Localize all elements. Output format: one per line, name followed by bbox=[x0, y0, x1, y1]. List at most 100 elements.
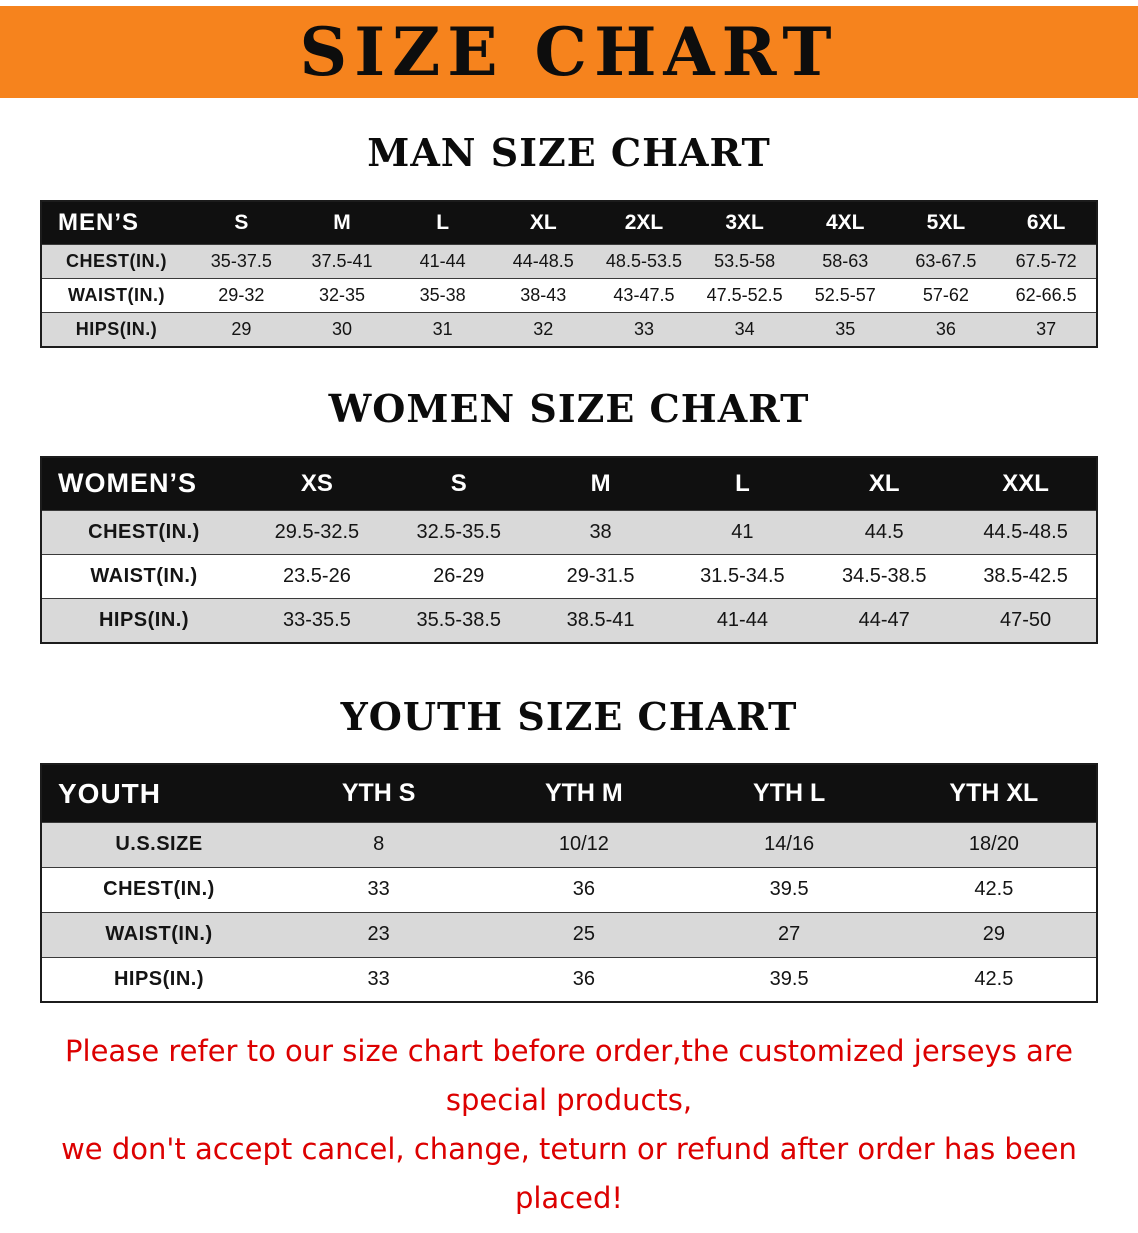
measurement-row: CHEST(IN.) 33 36 39.5 42.5 bbox=[41, 866, 1097, 913]
row-label: HIPS(IN.) bbox=[41, 598, 246, 643]
size-column-header: 6XL bbox=[996, 200, 1097, 245]
size-value-cell: 53.5-58 bbox=[694, 244, 795, 279]
size-value-cell: 32.5-35.5 bbox=[387, 510, 530, 555]
row-label: U.S.SIZE bbox=[41, 821, 276, 868]
man-size-table: MEN’S S M L XL 2XL 3XL 4XL 5XL 6XL CHEST(IN.) 35-37… bbox=[40, 199, 1098, 348]
size-column-header: L bbox=[392, 200, 493, 245]
size-value-cell: 29-31.5 bbox=[529, 554, 672, 599]
size-column-header: M bbox=[529, 456, 672, 511]
size-column-header: YTH L bbox=[686, 764, 892, 823]
row-label: WAIST(IN.) bbox=[41, 278, 191, 313]
size-value-cell: 44-48.5 bbox=[492, 244, 594, 279]
size-column-header: 2XL bbox=[593, 200, 695, 245]
row-label: HIPS(IN.) bbox=[41, 956, 276, 1003]
size-value-cell: 39.5 bbox=[686, 956, 892, 1003]
row-label: WAIST(IN.) bbox=[41, 911, 276, 958]
size-value-cell: 39.5 bbox=[686, 866, 892, 913]
size-value-cell: 37 bbox=[996, 312, 1097, 347]
size-column-header: S bbox=[387, 456, 530, 511]
size-value-cell: 36 bbox=[481, 866, 687, 913]
size-value-cell: 43-47.5 bbox=[593, 278, 695, 313]
measurement-row: HIPS(IN.) 33-35.5 35.5-38.5 38.5-41 41-44 44-… bbox=[41, 598, 1097, 643]
size-value-cell: 38 bbox=[529, 510, 672, 555]
size-value-cell: 52.5-57 bbox=[794, 278, 896, 313]
size-value-cell: 26-29 bbox=[387, 554, 530, 599]
women-size-chart-section: WOMEN SIZE CHART WOMEN’S XS S M L XL XXL CHEST(… bbox=[0, 385, 1138, 644]
man-size-chart-heading: MAN SIZE CHART bbox=[367, 130, 771, 175]
table-header-row: YOUTH YTH S YTH M YTH L YTH XL bbox=[41, 764, 1097, 823]
size-value-cell: 36 bbox=[895, 312, 997, 347]
size-value-cell: 10/12 bbox=[481, 821, 687, 868]
size-column-header: YTH M bbox=[481, 764, 687, 823]
size-value-cell: 25 bbox=[481, 911, 687, 958]
man-size-chart-section: MAN SIZE CHART MEN’S S M L XL 2XL 3XL 4XL 5XL 6XL… bbox=[0, 132, 1138, 348]
size-value-cell: 42.5 bbox=[891, 866, 1097, 913]
size-value-cell: 34.5-38.5 bbox=[813, 554, 956, 599]
size-value-cell: 38.5-42.5 bbox=[955, 554, 1097, 599]
size-value-cell: 57-62 bbox=[895, 278, 997, 313]
size-value-cell: 29-32 bbox=[191, 278, 292, 313]
size-value-cell: 32-35 bbox=[291, 278, 393, 313]
row-label: HIPS(IN.) bbox=[41, 312, 191, 347]
size-value-cell: 67.5-72 bbox=[996, 244, 1097, 279]
size-value-cell: 63-67.5 bbox=[895, 244, 997, 279]
size-value-cell: 38.5-41 bbox=[529, 598, 672, 643]
banner: SIZE CHART bbox=[0, 6, 1138, 98]
size-column-header: XL bbox=[492, 200, 594, 245]
measurement-row: U.S.SIZE 8 10/12 14/16 18/20 bbox=[41, 821, 1097, 868]
size-column-header: L bbox=[671, 456, 814, 511]
size-value-cell: 23 bbox=[276, 911, 482, 958]
size-value-cell: 31 bbox=[392, 312, 493, 347]
measurement-row: CHEST(IN.) 35-37.5 37.5-41 41-44 44-48.5 48.5… bbox=[41, 244, 1097, 279]
table-title-cell: MEN’S bbox=[41, 200, 191, 245]
size-column-header: XXL bbox=[955, 456, 1097, 511]
measurement-row: CHEST(IN.) 29.5-32.5 32.5-35.5 38 41 44.5 44.5… bbox=[41, 510, 1097, 555]
size-column-header: M bbox=[291, 200, 393, 245]
size-value-cell: 44.5-48.5 bbox=[955, 510, 1097, 555]
size-value-cell: 31.5-34.5 bbox=[671, 554, 814, 599]
size-value-cell: 44.5 bbox=[813, 510, 956, 555]
size-value-cell: 33 bbox=[593, 312, 695, 347]
size-value-cell: 33 bbox=[276, 866, 482, 913]
size-value-cell: 14/16 bbox=[686, 821, 892, 868]
size-value-cell: 33-35.5 bbox=[246, 598, 388, 643]
size-value-cell: 47.5-52.5 bbox=[694, 278, 795, 313]
disclaimer-line-1: Please refer to our size chart before or… bbox=[65, 1034, 1073, 1118]
size-value-cell: 48.5-53.5 bbox=[593, 244, 695, 279]
row-label: CHEST(IN.) bbox=[41, 866, 276, 913]
disclaimer: Please refer to our size chart before or… bbox=[0, 1027, 1138, 1233]
measurement-row: HIPS(IN.) 33 36 39.5 42.5 bbox=[41, 956, 1097, 1003]
youth-size-table: YOUTH YTH S YTH M YTH L YTH XL U.S.SIZE 8 10/12… bbox=[40, 763, 1098, 1004]
size-column-header: 3XL bbox=[694, 200, 795, 245]
page-title: SIZE CHART bbox=[299, 13, 839, 91]
women-size-chart-heading: WOMEN SIZE CHART bbox=[328, 385, 810, 431]
row-label: WAIST(IN.) bbox=[41, 554, 246, 599]
size-value-cell: 62-66.5 bbox=[996, 278, 1097, 313]
size-column-header: YTH XL bbox=[891, 764, 1097, 823]
size-column-header: 5XL bbox=[895, 200, 997, 245]
measurement-row: WAIST(IN.) 29-32 32-35 35-38 38-43 43-47.5 47.… bbox=[41, 278, 1097, 313]
measurement-row: HIPS(IN.) 29 30 31 32 33 34 35 36 37 bbox=[41, 312, 1097, 347]
size-value-cell: 33 bbox=[276, 956, 482, 1003]
size-value-cell: 8 bbox=[276, 821, 482, 868]
size-value-cell: 23.5-26 bbox=[246, 554, 388, 599]
disclaimer-line-2: we don't accept cancel, change, teturn o… bbox=[61, 1132, 1077, 1216]
table-header-row: MEN’S S M L XL 2XL 3XL 4XL 5XL 6XL bbox=[41, 200, 1097, 245]
size-column-header: YTH S bbox=[276, 764, 482, 823]
table-title-cell: WOMEN’S bbox=[41, 456, 246, 511]
size-value-cell: 38-43 bbox=[492, 278, 594, 313]
size-column-header: XS bbox=[246, 456, 388, 511]
measurement-row: WAIST(IN.) 23 25 27 29 bbox=[41, 911, 1097, 958]
size-value-cell: 41-44 bbox=[671, 598, 814, 643]
size-value-cell: 41 bbox=[671, 510, 814, 555]
size-value-cell: 36 bbox=[481, 956, 687, 1003]
size-value-cell: 35-37.5 bbox=[191, 244, 292, 279]
row-label: CHEST(IN.) bbox=[41, 510, 246, 555]
size-column-header: 4XL bbox=[794, 200, 896, 245]
size-value-cell: 29 bbox=[891, 911, 1097, 958]
row-label: CHEST(IN.) bbox=[41, 244, 191, 279]
measurement-row: WAIST(IN.) 23.5-26 26-29 29-31.5 31.5-34.5 34… bbox=[41, 554, 1097, 599]
size-value-cell: 37.5-41 bbox=[291, 244, 393, 279]
size-value-cell: 29 bbox=[191, 312, 292, 347]
